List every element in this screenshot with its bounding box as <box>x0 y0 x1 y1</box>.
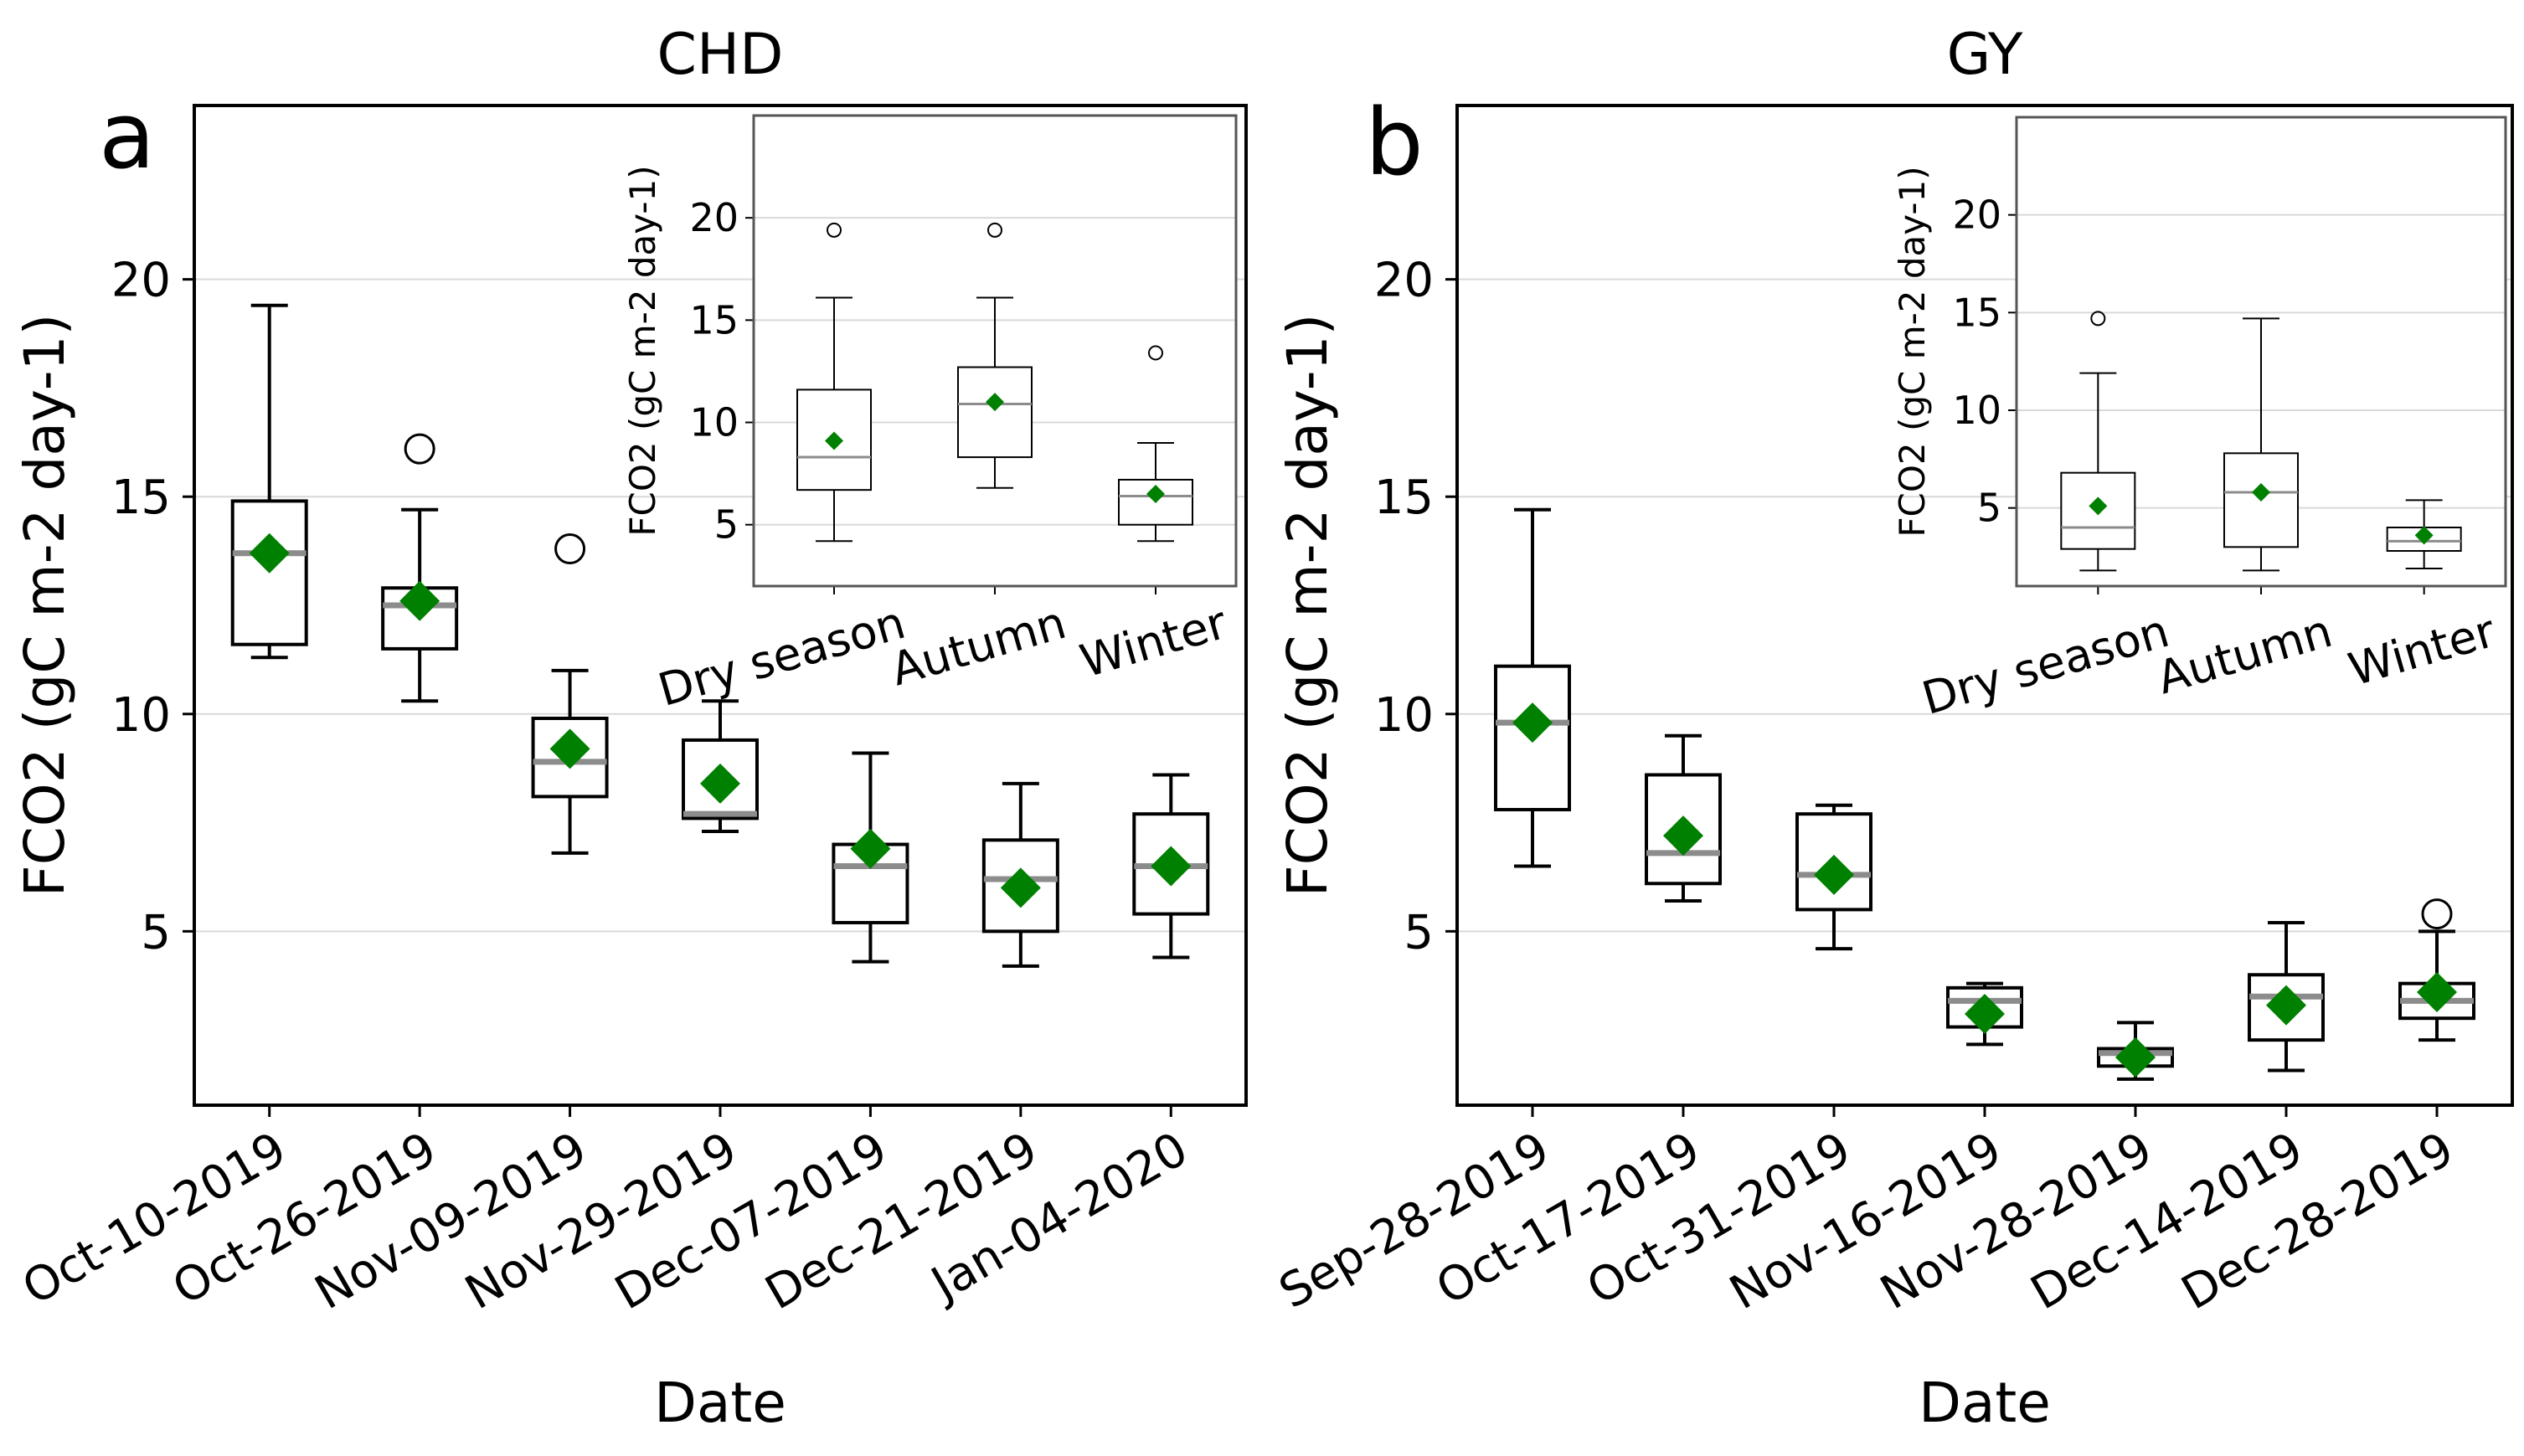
main-box-2 <box>381 433 459 703</box>
inset-x-tick-label: Autumn <box>2151 605 2337 704</box>
plot-frame <box>193 104 1248 1107</box>
mean-marker <box>700 763 740 804</box>
box-iqr <box>957 366 1033 459</box>
mean-marker <box>2417 972 2457 1013</box>
mean-marker <box>2115 1037 2156 1078</box>
main-box-7 <box>1132 773 1210 960</box>
inset-x-tick-label: Dry season <box>652 596 910 717</box>
main-box-6 <box>981 781 1059 968</box>
panel-title: CHD <box>657 22 784 88</box>
main-box-3 <box>531 533 609 855</box>
y-tick-label: 5 <box>141 905 171 960</box>
outlier-point <box>1148 345 1163 361</box>
inset-box-2 <box>957 222 1033 489</box>
mean-marker <box>549 728 590 769</box>
inset-box-1 <box>2060 311 2136 572</box>
main-box-5 <box>2097 1021 2174 1081</box>
plot-frame <box>1455 104 2514 1107</box>
inset-y-tick-label: 15 <box>689 297 739 342</box>
y-tick-label: 10 <box>111 688 171 743</box>
inset-y-axis-label: FCO2 (gC m-2 day-1) <box>622 165 663 536</box>
x-axis-label: Date <box>654 1371 786 1435</box>
mean-marker <box>986 393 1004 412</box>
inset-y-tick-label: 20 <box>1952 193 2001 238</box>
inset-x-tick-label: Autumn <box>885 596 1071 696</box>
inset-y-tick-label: 10 <box>1952 388 2001 433</box>
y-axis-label: FCO2 (gC m-2 day-1) <box>13 314 77 898</box>
main-box-1 <box>230 303 308 660</box>
inset-x-tick-label: Dry season <box>1917 605 2175 725</box>
inset-frame <box>752 114 1238 588</box>
inset-y-tick-label: 20 <box>689 195 739 240</box>
outlier-point <box>987 222 1002 238</box>
mean-marker <box>825 431 843 450</box>
panel-letter: b <box>1365 89 1424 196</box>
inset-chart: 5 10 15 20 FCO2 (gC m-2 day-1) Dry seasonAutu… <box>1892 116 2507 725</box>
inset-x-tick-label: Winter <box>1074 596 1233 688</box>
mean-marker <box>2252 483 2270 502</box>
inset-box-2 <box>2223 317 2299 572</box>
main-box-7 <box>2398 898 2475 1042</box>
mean-marker <box>1512 702 1553 743</box>
main-box-3 <box>1795 803 1872 951</box>
inset-y-tick-label: 5 <box>1977 486 2001 531</box>
mean-marker <box>1146 485 1165 504</box>
inset-y-tick-label: 5 <box>714 502 739 548</box>
mean-marker <box>1663 815 1703 857</box>
inset-y-axis-label: FCO2 (gC m-2 day-1) <box>1892 166 1933 537</box>
inset-y-tick-label: 10 <box>689 400 739 445</box>
panel-title: GY <box>1947 22 2023 88</box>
inset-frame <box>2015 116 2507 588</box>
inset-y-tick-label: 15 <box>1952 290 2001 335</box>
mean-marker <box>2089 496 2108 516</box>
mean-marker <box>399 580 440 621</box>
inset-chart: 5 10 15 20 FCO2 (gC m-2 day-1) Dry seasonAutu… <box>622 114 1238 717</box>
main-box-5 <box>832 751 909 964</box>
mean-marker <box>1151 846 1192 887</box>
main-box-4 <box>1946 981 2023 1047</box>
y-tick-label: 5 <box>1404 905 1434 960</box>
mean-marker <box>2414 526 2434 545</box>
outlier-point <box>554 533 586 565</box>
inset-box-1 <box>796 222 872 543</box>
outlier-point <box>2421 898 2453 930</box>
mean-marker <box>1814 854 1854 895</box>
mean-marker <box>1965 993 2005 1034</box>
main-box-4 <box>682 699 759 833</box>
outlier-point <box>404 433 435 465</box>
inset-x-tick-label: Winter <box>2343 605 2501 697</box>
outlier-point <box>827 222 842 238</box>
panel-letter: a <box>99 82 155 189</box>
mean-marker <box>2266 985 2306 1026</box>
inset-box-3 <box>1118 345 1193 543</box>
mean-marker <box>850 828 891 869</box>
mean-marker <box>249 532 290 574</box>
y-tick-label: 10 <box>1374 688 1434 743</box>
y-axis-label: FCO2 (gC m-2 day-1) <box>1275 314 1340 898</box>
main-box-2 <box>1645 733 1722 903</box>
x-axis-label: Date <box>1919 1371 2051 1435</box>
main-box-6 <box>2248 920 2325 1073</box>
y-tick-label: 15 <box>111 471 171 525</box>
y-tick-label: 20 <box>1374 254 1434 308</box>
inset-box-3 <box>2386 499 2462 569</box>
y-tick-label: 20 <box>111 254 171 308</box>
outlier-point <box>2090 311 2106 327</box>
mean-marker <box>1000 867 1041 908</box>
main-box-1 <box>1494 507 1571 868</box>
y-tick-label: 15 <box>1374 471 1434 525</box>
